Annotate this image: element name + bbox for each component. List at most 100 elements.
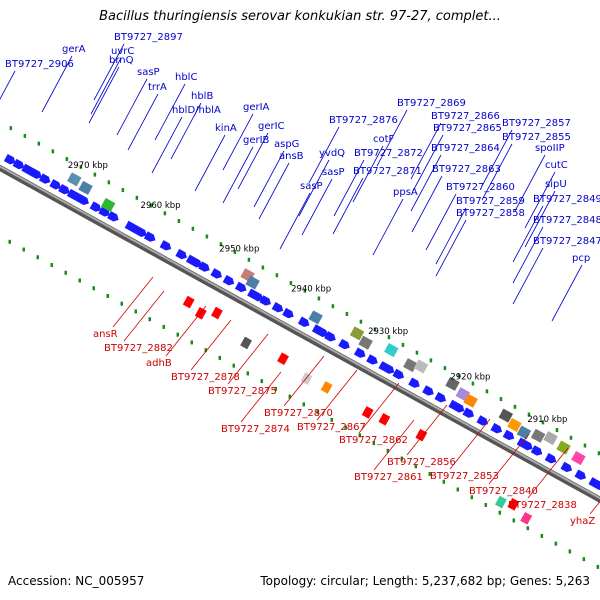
reverse-gene-feature	[415, 428, 428, 442]
backbone-shadow	[0, 164, 600, 504]
feature-block	[498, 408, 514, 423]
reverse-label-leader	[449, 418, 491, 470]
forward-gene-label: BT9727_2859	[456, 196, 525, 207]
marker-dot	[359, 319, 363, 324]
marker-dot	[204, 348, 208, 353]
marker-dot	[106, 293, 109, 298]
marker-dot	[247, 257, 251, 262]
reverse-gene-label: BT9727_2856	[387, 457, 456, 468]
marker-dot	[50, 263, 53, 268]
forward-gene-label: aspG	[274, 139, 299, 150]
marker-dot	[162, 324, 166, 329]
forward-label-leader	[410, 154, 442, 212]
forward-gene-arrow	[502, 429, 515, 441]
forward-label-leader	[481, 143, 513, 201]
forward-gene-label: BT9727_2860	[446, 182, 515, 193]
forward-gene-label: hblB	[191, 91, 213, 102]
forward-gene-arrow	[49, 179, 61, 190]
reverse-gene-label: BT9727_2867	[297, 422, 366, 433]
forward-gene-label: cotF	[373, 134, 395, 145]
feature-block	[556, 440, 571, 455]
reverse-gene-feature	[361, 406, 374, 419]
forward-gene-arrow	[353, 347, 366, 358]
reverse-gene-label: BT9727_2862	[339, 435, 408, 446]
reverse-label-leader	[316, 369, 358, 421]
forward-gene-arrow	[234, 281, 247, 293]
marker-dot	[498, 510, 502, 515]
forward-gene-arrow	[30, 168, 42, 179]
forward-label-leader	[279, 192, 311, 250]
forward-gene-arrow	[282, 307, 294, 319]
forward-gene-arrow	[135, 226, 147, 237]
marker-dot	[373, 327, 377, 332]
forward-label-leader	[410, 122, 442, 180]
feature-block	[78, 180, 93, 195]
marker-dot	[540, 533, 544, 538]
forward-gene-label: uvrC	[111, 46, 134, 57]
marker-dot	[428, 472, 432, 477]
marker-dot	[120, 301, 124, 306]
forward-gene-arrow	[462, 407, 475, 418]
marker-dot	[92, 286, 95, 291]
forward-gene-label: sasP	[300, 181, 323, 192]
forward-gene-label: BT9727_2906	[5, 59, 74, 70]
forward-gene-arrow	[58, 183, 70, 195]
forward-gene-arrow	[38, 173, 51, 184]
marker-dot	[443, 366, 447, 371]
feature-block	[530, 428, 546, 443]
marker-dot	[386, 448, 390, 453]
scale-tick-label: 2940 kbp	[291, 284, 331, 294]
forward-label-leader	[512, 226, 544, 284]
forward-gene-arrow	[490, 422, 503, 434]
forward-gene-label: BT9727_2897	[114, 32, 183, 43]
marker-dot	[513, 404, 517, 409]
forward-gene-label: BT9727_2869	[397, 98, 466, 109]
forward-gene-arrow	[588, 477, 600, 490]
topology-text: Topology: circular; Length: 5,237,682 bp…	[260, 574, 590, 588]
marker-dot	[246, 371, 250, 376]
forward-label-leader	[412, 134, 444, 192]
reverse-gene-feature	[320, 381, 333, 394]
forward-gene-arrow	[143, 231, 156, 242]
scale-tick-label: 2960 kbp	[141, 201, 181, 211]
feature-block	[403, 358, 418, 373]
forward-label-leader	[222, 146, 254, 204]
forward-gene-label: BT9727_2857	[502, 118, 571, 129]
marker-dot	[64, 270, 67, 275]
marker-dot	[554, 541, 558, 546]
reverse-gene-feature	[494, 495, 507, 509]
forward-gene-label: BT9727_2871	[353, 166, 422, 177]
forward-label-leader	[481, 129, 513, 187]
forward-gene-arrow	[159, 240, 172, 251]
forward-gene-arrow	[560, 461, 573, 473]
forward-gene-label: gerIA	[243, 102, 270, 113]
marker-dot	[177, 219, 181, 224]
reverse-label-leader	[527, 447, 569, 499]
reverse-label-leader	[488, 433, 530, 485]
marker-dot	[471, 381, 475, 386]
forward-gene-arrow	[124, 220, 141, 234]
forward-gene-label: BT9727_2849	[533, 194, 600, 205]
forward-label-leader	[524, 171, 556, 229]
forward-gene-label: hblC	[175, 72, 197, 83]
reverse-gene-feature	[378, 413, 391, 426]
marker-dot	[484, 502, 488, 507]
marker-dot	[79, 164, 83, 169]
forward-label-leader	[352, 145, 384, 203]
forward-gene-arrow	[247, 288, 264, 302]
marker-dot	[107, 180, 111, 185]
marker-dot	[400, 456, 404, 461]
marker-dot	[401, 342, 405, 347]
forward-gene-label: gerIC	[258, 121, 285, 132]
forward-gene-label: hblD/hblA	[172, 105, 221, 116]
reverse-gene-label: BT9727_2878	[171, 372, 240, 383]
marker-dot	[555, 428, 559, 433]
reverse-gene-feature	[210, 306, 223, 320]
marker-dot	[135, 195, 139, 200]
forward-label-leader	[332, 177, 364, 235]
marker-dot	[597, 451, 600, 456]
forward-gene-label: sipU	[545, 179, 567, 190]
forward-gene-arrow	[66, 188, 83, 202]
reverse-label-leader	[283, 355, 325, 407]
forward-gene-label: brnQ	[109, 55, 134, 66]
